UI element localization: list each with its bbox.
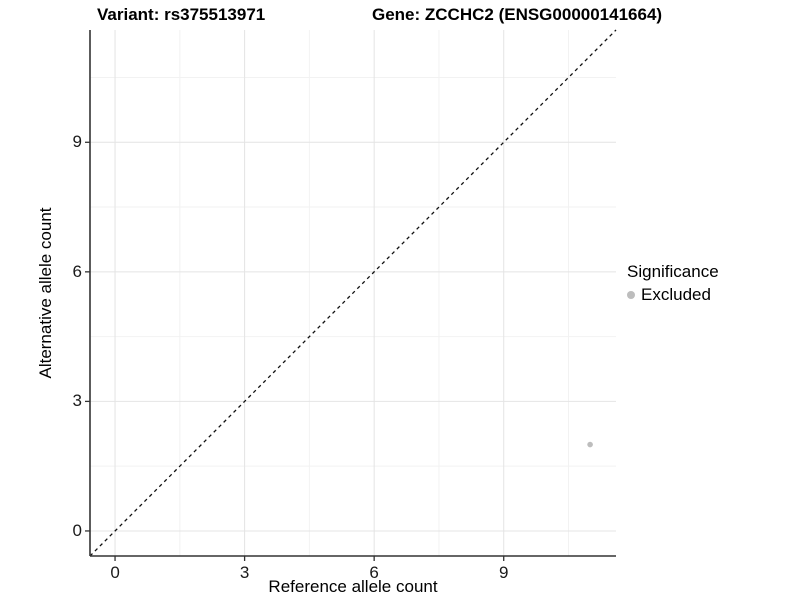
minor-gridlines (90, 30, 616, 556)
y-tick-label: 6 (72, 261, 82, 281)
data-point (587, 441, 593, 448)
legend-point-icon (627, 291, 635, 299)
x-tick-label: 9 (498, 563, 509, 582)
legend-item-label: Excluded (641, 285, 711, 304)
legend-items: Excluded (627, 285, 719, 305)
x-tick-label: 0 (110, 563, 120, 582)
major-gridlines (90, 30, 616, 556)
y-axis-title: Alternative allele count (36, 207, 55, 379)
axis-lines (89, 30, 616, 557)
y-tick-label: 3 (72, 391, 82, 411)
x-tick-label: 3 (239, 563, 250, 582)
legend-title: Significance (627, 262, 719, 281)
legend: Significance Excluded (627, 262, 719, 305)
y-tick-label: 0 (72, 520, 82, 540)
identity-dashed-line (89, 29, 617, 557)
data-points (587, 441, 593, 448)
legend-item: Excluded (627, 285, 719, 305)
x-tick-label: 6 (369, 563, 379, 582)
identity-line (89, 29, 617, 557)
x-axis-title: Reference allele count (268, 577, 438, 596)
axis-tick-marks (85, 141, 505, 561)
plot-title-gene: Gene: ZCCHC2 (ENSG00000141664) (372, 5, 663, 24)
plot-title-variant: Variant: rs375513971 (97, 5, 266, 24)
y-tick-label: 9 (72, 132, 82, 152)
